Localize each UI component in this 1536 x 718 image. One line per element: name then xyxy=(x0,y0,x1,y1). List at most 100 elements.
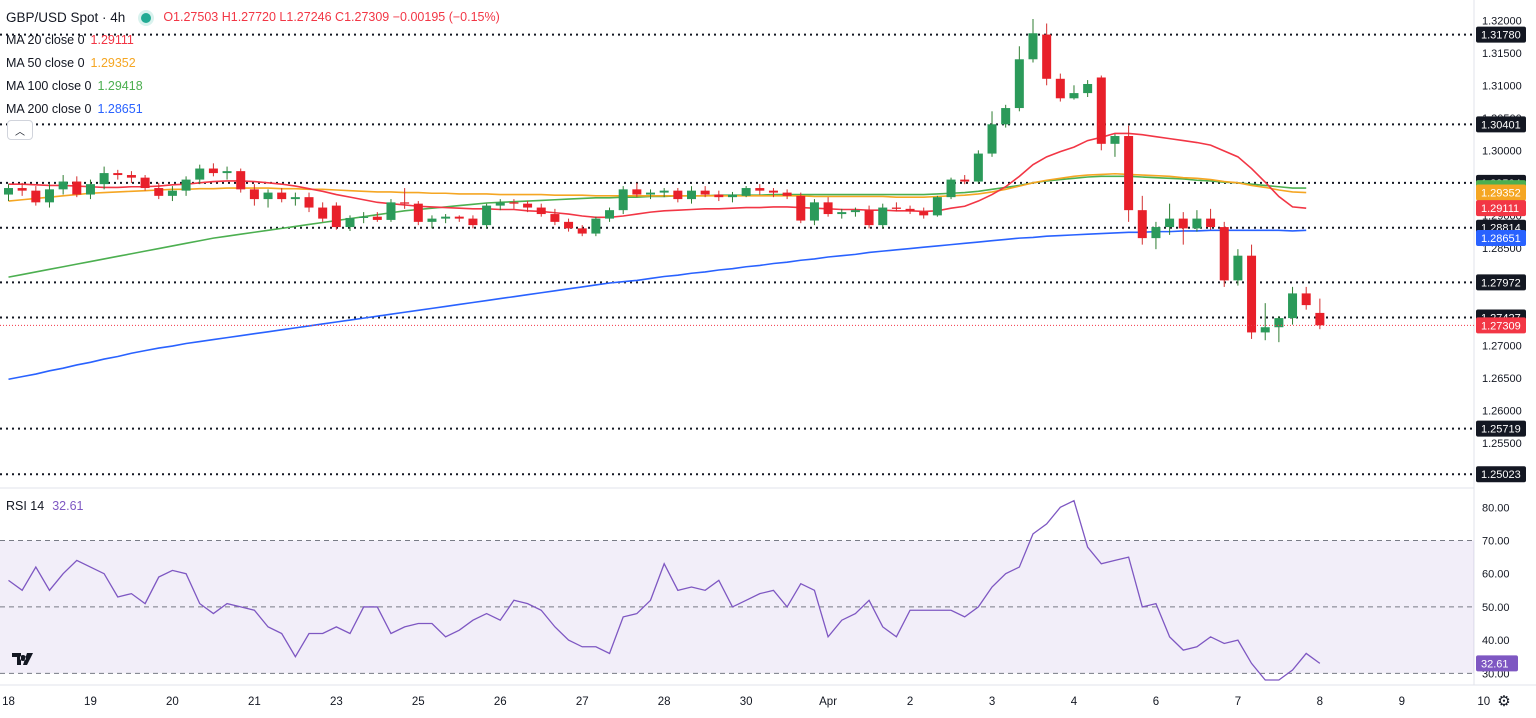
time-tick-label: 30 xyxy=(740,696,753,708)
rsi-legend[interactable]: RSI 14 32.61 xyxy=(6,499,84,513)
candle-body xyxy=(1192,218,1202,229)
candle-body xyxy=(468,218,478,226)
indicator-ma20[interactable]: MA 20 close 0 1.29111 xyxy=(6,29,500,52)
level-price-label: 1.27972 xyxy=(1481,277,1521,289)
candle-body xyxy=(714,194,724,198)
candle-body xyxy=(1096,77,1106,144)
ma-price-label: 1.28651 xyxy=(1481,233,1521,245)
candle-body xyxy=(99,173,109,185)
time-tick-label: 2 xyxy=(907,696,913,708)
price-tick-label: 1.27000 xyxy=(1482,340,1522,352)
candle-body xyxy=(727,194,737,198)
ohlc-high: H1.27720 xyxy=(221,10,276,24)
time-tick-label: 4 xyxy=(1071,696,1078,708)
level-price-label-box xyxy=(1476,420,1526,437)
current-price-label-box xyxy=(1476,317,1526,334)
candle-body xyxy=(58,181,68,190)
candle-body xyxy=(400,202,410,204)
ma20-label: MA 20 close 0 xyxy=(6,33,85,47)
candle-body xyxy=(304,197,314,208)
candle-body xyxy=(290,197,300,200)
candle-body xyxy=(413,203,423,222)
level-price-label: 1.25719 xyxy=(1481,424,1521,436)
time-tick-label: 3 xyxy=(989,696,995,708)
market-status-icon[interactable] xyxy=(141,12,152,23)
rsi-line xyxy=(8,499,1321,681)
candle-body xyxy=(17,188,27,191)
ma-price-label-box xyxy=(1476,200,1526,217)
ma200-value: 1.28651 xyxy=(97,102,143,116)
ma20-value: 1.29111 xyxy=(90,33,134,47)
candle-body xyxy=(482,205,492,226)
time-tick-label: 10 xyxy=(1477,696,1490,708)
level-price-label: 1.25023 xyxy=(1481,469,1521,481)
candle-body xyxy=(987,124,997,154)
candle-body xyxy=(646,192,656,195)
time-tick-label: 23 xyxy=(330,696,343,708)
rsi-tick-label: 70.00 xyxy=(1482,536,1510,548)
candle-body xyxy=(850,210,860,213)
candle-body xyxy=(427,218,437,222)
rsi-label: RSI 14 xyxy=(6,499,45,513)
ohlc-change: −0.00195 (−0.15%) xyxy=(392,10,500,24)
candle-body xyxy=(1274,318,1284,328)
tradingview-logo-icon[interactable] xyxy=(10,650,40,672)
candle-body xyxy=(1083,83,1093,94)
time-tick-label: 27 xyxy=(576,696,589,708)
ma200-line xyxy=(8,229,1307,381)
time-tick-label: Apr xyxy=(819,696,837,708)
time-tick-label: 19 xyxy=(84,696,97,708)
indicator-ma200[interactable]: MA 200 close 0 1.28651 xyxy=(6,98,500,121)
candle-body xyxy=(386,202,396,220)
price-tick-label: 1.31500 xyxy=(1482,48,1522,60)
candle-body xyxy=(208,168,218,174)
candle-body xyxy=(673,190,683,200)
candle-body xyxy=(1315,312,1325,326)
candle-body xyxy=(1151,227,1161,239)
price-tick-label: 1.25500 xyxy=(1482,438,1522,450)
candle-body xyxy=(441,216,451,219)
candle-body xyxy=(167,190,177,196)
time-tick-label: 26 xyxy=(494,696,507,708)
chart-legend: GBP/USD Spot · 4h O1.27503 H1.27720 L1.2… xyxy=(6,6,500,121)
candle-body xyxy=(181,179,191,191)
price-tick-label: 1.26000 xyxy=(1482,405,1522,417)
settings-gear-icon[interactable]: ⚙ xyxy=(1497,693,1511,710)
candle-body xyxy=(809,202,819,221)
ohlc-low: L1.27246 xyxy=(279,10,332,24)
symbol-row: GBP/USD Spot · 4h O1.27503 H1.27720 L1.2… xyxy=(6,6,500,29)
candle-body xyxy=(277,192,287,200)
candle-body xyxy=(1137,210,1147,239)
candle-body xyxy=(741,188,751,196)
symbol-title[interactable]: GBP/USD Spot · 4h xyxy=(6,10,126,25)
candle-body xyxy=(1233,255,1243,281)
rsi-value: 32.61 xyxy=(52,499,84,513)
candle-body xyxy=(577,228,587,234)
collapse-legend-button[interactable]: ︿ xyxy=(7,120,33,140)
rsi-tick-label: 50.00 xyxy=(1482,602,1510,614)
candle-body xyxy=(195,168,205,180)
level-price-label-box xyxy=(1476,26,1526,43)
candle-body xyxy=(659,190,669,193)
candle-body xyxy=(1178,218,1188,229)
level-price-label: 1.31780 xyxy=(1481,30,1521,42)
indicator-ma50[interactable]: MA 50 close 0 1.29352 xyxy=(6,52,500,75)
candle-body xyxy=(1124,136,1134,211)
candle-body xyxy=(345,217,355,228)
ohlc-open: O1.27503 xyxy=(163,10,219,24)
candle-body xyxy=(1247,255,1257,333)
time-tick-label: 25 xyxy=(412,696,425,708)
price-tick-label: 1.26500 xyxy=(1482,373,1522,385)
level-price-label: 1.30401 xyxy=(1481,119,1521,131)
candle-body xyxy=(263,192,273,200)
ma50-label: MA 50 close 0 xyxy=(6,56,85,70)
time-tick-label: 18 xyxy=(2,696,15,708)
candle-body xyxy=(1165,218,1175,228)
rsi-tick-label: 40.00 xyxy=(1482,635,1510,647)
candle-body xyxy=(495,202,505,206)
candle-body xyxy=(632,189,642,195)
candle-body xyxy=(1042,34,1052,79)
indicator-ma100[interactable]: MA 100 close 0 1.29418 xyxy=(6,75,500,98)
ma20-line xyxy=(8,132,1307,219)
